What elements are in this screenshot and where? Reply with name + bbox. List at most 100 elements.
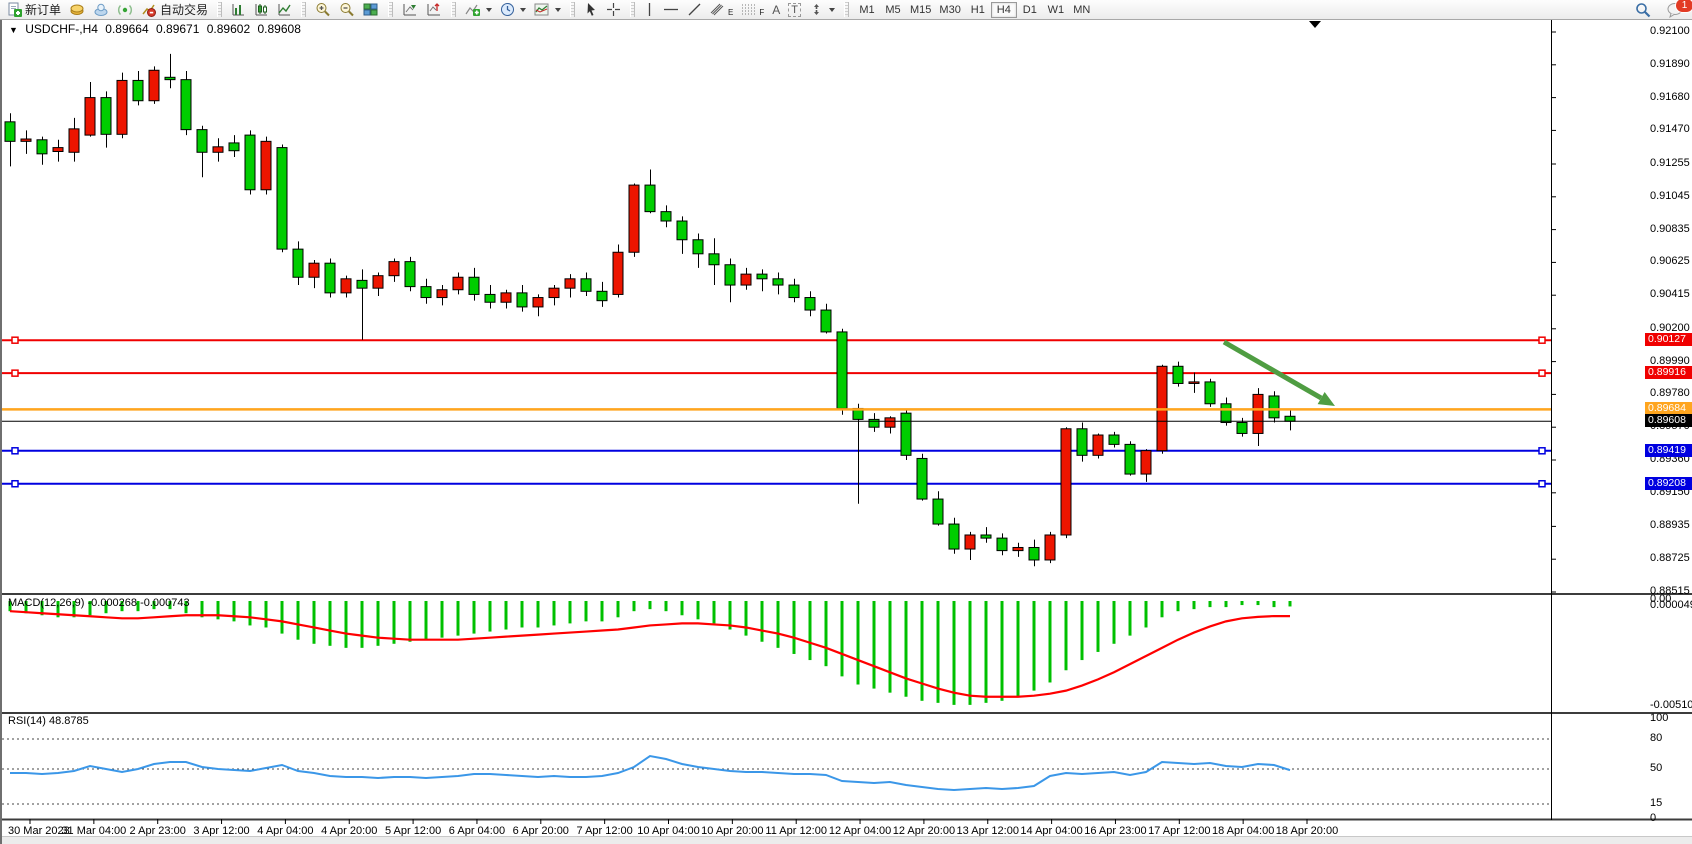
candle-body[interactable] bbox=[644, 184, 656, 213]
tab-timeframe-W1[interactable]: W1 bbox=[1043, 2, 1069, 18]
candle-body[interactable] bbox=[1204, 381, 1216, 405]
new-order-button[interactable]: 新订单 bbox=[3, 1, 65, 18]
chart-shift-button[interactable] bbox=[422, 1, 446, 18]
tab-timeframe-M15[interactable]: M15 bbox=[906, 2, 935, 18]
candle-body[interactable] bbox=[868, 418, 880, 428]
candle-body[interactable] bbox=[68, 128, 80, 153]
indicators-button[interactable] bbox=[461, 1, 496, 18]
zoom-out-button[interactable] bbox=[335, 1, 359, 18]
tab-timeframe-H1[interactable]: H1 bbox=[965, 2, 991, 18]
candle-body[interactable] bbox=[36, 139, 48, 155]
candle-body[interactable] bbox=[228, 142, 240, 152]
notifications-button[interactable]: 1 bbox=[1663, 0, 1692, 18]
candle-body[interactable] bbox=[52, 147, 64, 152]
candle-body[interactable] bbox=[420, 286, 432, 299]
candle-body[interactable] bbox=[564, 278, 576, 289]
bar-chart-button[interactable] bbox=[227, 1, 250, 18]
collapse-caret-icon[interactable]: ▼ bbox=[9, 25, 18, 35]
candle-body[interactable] bbox=[1268, 395, 1280, 419]
candle-body[interactable] bbox=[372, 275, 384, 289]
hline-anchor[interactable] bbox=[11, 336, 19, 344]
candle-body[interactable] bbox=[452, 276, 464, 291]
community-button[interactable] bbox=[89, 1, 113, 18]
candle-body[interactable] bbox=[1028, 546, 1040, 561]
hline-anchor[interactable] bbox=[1538, 447, 1546, 455]
candle-body[interactable] bbox=[676, 220, 688, 241]
candle-body[interactable] bbox=[4, 121, 16, 142]
candle-body[interactable] bbox=[308, 262, 320, 278]
tab-timeframe-D1[interactable]: D1 bbox=[1017, 2, 1043, 18]
candle-body[interactable] bbox=[772, 278, 784, 286]
candle-body[interactable] bbox=[1108, 434, 1120, 445]
candle-body[interactable] bbox=[628, 184, 640, 253]
candle-body[interactable] bbox=[468, 276, 480, 295]
candle-body[interactable] bbox=[916, 457, 928, 500]
candle-body[interactable] bbox=[100, 97, 112, 135]
cursor-button[interactable] bbox=[580, 1, 602, 18]
candle-body[interactable] bbox=[820, 309, 832, 333]
candle-body[interactable] bbox=[484, 293, 496, 303]
candle-body[interactable] bbox=[276, 147, 288, 250]
candle-body[interactable] bbox=[756, 273, 768, 280]
candle-body[interactable] bbox=[292, 248, 304, 278]
candle-body[interactable] bbox=[1220, 403, 1232, 424]
candle-body[interactable] bbox=[180, 79, 192, 131]
candle-body[interactable] bbox=[1044, 534, 1056, 561]
hline-anchor[interactable] bbox=[1538, 479, 1546, 488]
tab-timeframe-M1[interactable]: M1 bbox=[854, 2, 880, 18]
hline-anchor[interactable] bbox=[11, 479, 19, 488]
candle-body[interactable] bbox=[804, 297, 816, 311]
candle-body[interactable] bbox=[660, 211, 672, 222]
candle-body[interactable] bbox=[1092, 434, 1104, 456]
crosshair-button[interactable] bbox=[602, 1, 625, 18]
candlestick-chart-button[interactable] bbox=[250, 1, 273, 18]
templates-button[interactable] bbox=[530, 1, 565, 18]
arrow-annotation[interactable] bbox=[1222, 339, 1323, 401]
candle-body[interactable] bbox=[1124, 443, 1136, 475]
candle-body[interactable] bbox=[340, 278, 352, 294]
periods-button[interactable] bbox=[496, 1, 530, 18]
candle-body[interactable] bbox=[548, 287, 560, 299]
zoom-in-button[interactable] bbox=[311, 1, 335, 18]
hline-anchor[interactable] bbox=[11, 369, 19, 377]
candle-body[interactable] bbox=[500, 292, 512, 303]
hline-anchor[interactable] bbox=[1538, 336, 1546, 344]
candle-body[interactable] bbox=[116, 79, 128, 135]
text-label-button[interactable]: T bbox=[784, 1, 805, 18]
candle-body[interactable] bbox=[436, 289, 448, 299]
gold-button[interactable] bbox=[65, 1, 89, 18]
candle-body[interactable] bbox=[84, 97, 96, 136]
tab-timeframe-M5[interactable]: M5 bbox=[880, 2, 906, 18]
search-button[interactable] bbox=[1631, 1, 1655, 18]
horizontal-line-button[interactable] bbox=[659, 1, 683, 18]
candle-body[interactable] bbox=[388, 261, 400, 277]
candle-body[interactable] bbox=[580, 278, 592, 292]
autotrade-button[interactable]: 自动交易 bbox=[137, 1, 212, 18]
candle-body[interactable] bbox=[692, 239, 704, 255]
candle-body[interactable] bbox=[244, 134, 256, 191]
candle-body[interactable] bbox=[1140, 450, 1152, 475]
candle-body[interactable] bbox=[612, 251, 624, 295]
tab-timeframe-M30[interactable]: M30 bbox=[935, 2, 964, 18]
candle-body[interactable] bbox=[740, 273, 752, 286]
candle-body[interactable] bbox=[212, 146, 224, 153]
hline-anchor[interactable] bbox=[11, 447, 19, 455]
candle-body[interactable] bbox=[964, 534, 976, 550]
tab-timeframe-MN[interactable]: MN bbox=[1069, 2, 1095, 18]
signals-button[interactable] bbox=[113, 1, 137, 18]
candle-body[interactable] bbox=[1284, 415, 1296, 422]
candle-body[interactable] bbox=[1172, 365, 1184, 384]
candle-body[interactable] bbox=[1060, 428, 1072, 536]
candle-body[interactable] bbox=[532, 297, 544, 308]
candle-body[interactable] bbox=[1076, 428, 1088, 456]
candle-body[interactable] bbox=[932, 498, 944, 525]
hline-anchor[interactable] bbox=[1538, 369, 1546, 377]
candle-body[interactable] bbox=[20, 138, 32, 142]
candle-body[interactable] bbox=[404, 261, 416, 288]
top-marker-icon[interactable] bbox=[1309, 21, 1321, 28]
candle-body[interactable] bbox=[1012, 546, 1024, 552]
candle-body[interactable] bbox=[884, 417, 896, 428]
candle-body[interactable] bbox=[148, 69, 160, 102]
candle-body[interactable] bbox=[164, 76, 176, 81]
vertical-line-button[interactable] bbox=[640, 1, 659, 18]
